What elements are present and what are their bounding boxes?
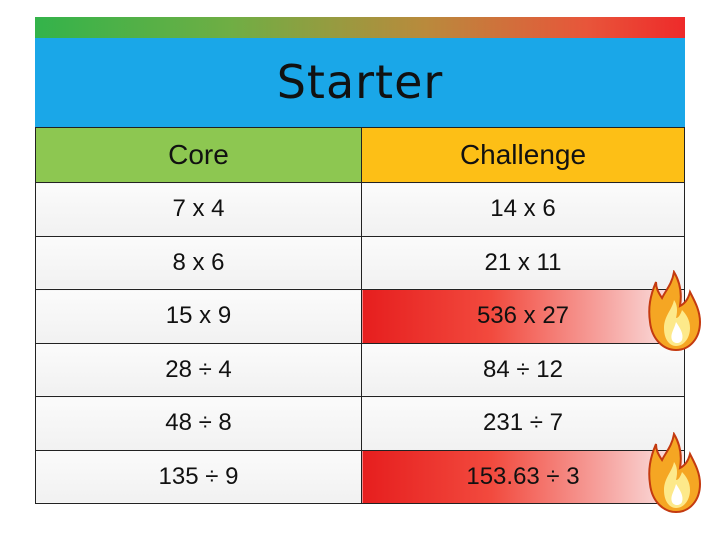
table-row: 15 x 9 536 x 27 <box>35 289 685 344</box>
challenge-cell: 84 ÷ 12 <box>361 342 685 397</box>
table-header-row: Core Challenge <box>35 127 685 183</box>
core-cell: 48 ÷ 8 <box>35 396 362 451</box>
core-cell: 135 ÷ 9 <box>35 449 362 504</box>
core-header: Core <box>35 127 362 183</box>
core-cell: 8 x 6 <box>35 235 362 290</box>
starter-table: Core Challenge 7 x 4 14 x 6 8 x 6 21 x 1… <box>35 127 685 504</box>
table-row: 8 x 6 21 x 11 <box>35 235 685 290</box>
table-row: 28 ÷ 4 84 ÷ 12 <box>35 342 685 397</box>
slide-title: Starter <box>276 55 444 109</box>
flame-icon <box>648 270 702 352</box>
table-row: 135 ÷ 9 153.63 ÷ 3 <box>35 449 685 504</box>
core-cell: 7 x 4 <box>35 182 362 237</box>
title-band <box>35 38 685 128</box>
challenge-cell: 14 x 6 <box>361 182 685 237</box>
core-cell: 28 ÷ 4 <box>35 342 362 397</box>
challenge-cell: 231 ÷ 7 <box>361 396 685 451</box>
challenge-cell-hot: 153.63 ÷ 3 <box>361 449 685 504</box>
flame-icon <box>648 432 702 514</box>
table-row: 7 x 4 14 x 6 <box>35 182 685 237</box>
table-row: 48 ÷ 8 231 ÷ 7 <box>35 396 685 451</box>
challenge-cell-hot: 536 x 27 <box>361 289 685 344</box>
challenge-cell: 21 x 11 <box>361 235 685 290</box>
top-gradient-bar <box>35 17 685 38</box>
core-cell: 15 x 9 <box>35 289 362 344</box>
challenge-header: Challenge <box>361 127 685 183</box>
